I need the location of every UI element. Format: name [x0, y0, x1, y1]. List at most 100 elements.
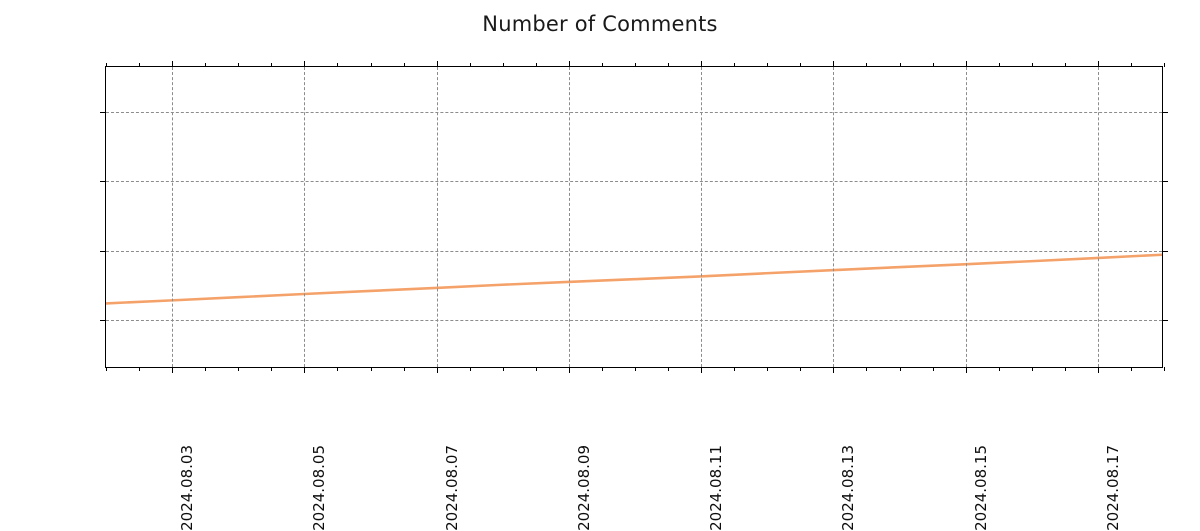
x-minor-tick-bottom [701, 367, 703, 371]
x-minor-tick-top [965, 63, 967, 67]
x-minor-tick-bottom [568, 367, 570, 371]
x-minor-tick-top [1130, 63, 1132, 67]
x-minor-tick-bottom [965, 367, 967, 371]
x-minor-tick-bottom [1031, 367, 1033, 371]
chart-title: Number of Comments [482, 12, 718, 36]
x-minor-tick-bottom [370, 367, 372, 371]
plot-area: 195000002000000020500000210000002024.08.… [100, 61, 1168, 531]
x-minor-tick-bottom [1164, 367, 1165, 371]
x-minor-tick-top [436, 63, 438, 67]
x-minor-tick-bottom [139, 367, 141, 371]
x-minor-tick-top [734, 63, 736, 67]
x-minor-tick-bottom [601, 367, 603, 371]
x-minor-tick-bottom [238, 367, 240, 371]
x-minor-tick-top [833, 63, 835, 67]
y-tick-mark-right [1162, 181, 1168, 183]
x-tick-label: 2024.08.11 [707, 445, 726, 531]
y-tick-mark-right [1162, 250, 1168, 252]
y-gridline [106, 111, 1162, 113]
x-minor-tick-bottom [535, 367, 537, 371]
x-minor-tick-bottom [668, 367, 670, 371]
x-tick-label: 2024.08.03 [178, 445, 197, 531]
x-minor-tick-top [271, 63, 273, 67]
x-gridline [172, 67, 174, 367]
x-gridline [965, 67, 967, 367]
x-minor-tick-bottom [1130, 367, 1132, 371]
x-minor-tick-bottom [833, 367, 835, 371]
y-tick-mark [100, 250, 106, 252]
series-line-number-of-comments [106, 253, 1162, 305]
x-tick-label: 2024.08.05 [310, 445, 329, 531]
x-minor-tick-top [139, 63, 141, 67]
x-minor-tick-top [205, 63, 207, 67]
x-minor-tick-top [701, 63, 703, 67]
x-minor-tick-bottom [271, 367, 273, 371]
x-minor-tick-bottom [469, 367, 471, 371]
x-minor-tick-top [469, 63, 471, 67]
plot-inner [106, 67, 1162, 367]
x-minor-tick-top [502, 63, 504, 67]
x-minor-tick-top [998, 63, 1000, 67]
y-gridline [106, 181, 1162, 183]
x-minor-tick-bottom [436, 367, 438, 371]
x-minor-tick-bottom [106, 367, 107, 371]
chart-figure: Number of Comments 195000002000000020500… [100, 12, 1168, 531]
x-minor-tick-bottom [205, 367, 207, 371]
x-minor-tick-top [1031, 63, 1033, 67]
x-minor-tick-bottom [502, 367, 504, 371]
x-minor-tick-bottom [1064, 367, 1066, 371]
x-minor-tick-top [899, 63, 901, 67]
x-minor-tick-top [304, 63, 306, 67]
x-minor-tick-bottom [337, 367, 339, 371]
x-gridline [304, 67, 306, 367]
x-tick-label: 2024.08.07 [442, 445, 461, 531]
x-minor-tick-bottom [635, 367, 636, 371]
x-minor-tick-top [403, 63, 405, 67]
x-minor-tick-bottom [998, 367, 1000, 371]
x-gridline [701, 67, 703, 367]
x-tick-label: 2024.08.09 [574, 445, 593, 531]
x-minor-tick-top [668, 63, 670, 67]
x-minor-tick-top [932, 63, 934, 67]
x-minor-tick-top [601, 63, 603, 67]
x-tick-label: 2024.08.13 [839, 445, 858, 531]
y-gridline [106, 320, 1162, 322]
x-gridline [568, 67, 570, 367]
y-tick-mark-right [1162, 111, 1168, 113]
x-gridline [436, 67, 438, 367]
x-minor-tick-top [635, 63, 636, 67]
x-minor-tick-top [866, 63, 868, 67]
y-gridline [106, 250, 1162, 252]
x-minor-tick-bottom [172, 367, 174, 371]
x-minor-tick-top [370, 63, 372, 67]
x-minor-tick-top [767, 63, 769, 67]
y-tick-mark [100, 181, 106, 183]
x-minor-tick-top [238, 63, 240, 67]
x-minor-tick-bottom [866, 367, 868, 371]
series-line-chart [106, 253, 1162, 305]
x-minor-tick-bottom [403, 367, 405, 371]
x-minor-tick-bottom [932, 367, 934, 371]
x-minor-tick-top [568, 63, 570, 67]
x-minor-tick-top [1097, 63, 1099, 67]
y-tick-mark [100, 111, 106, 113]
x-minor-tick-top [800, 63, 802, 67]
x-gridline [1097, 67, 1099, 367]
x-minor-tick-bottom [1097, 367, 1099, 371]
x-minor-tick-bottom [899, 367, 901, 371]
x-minor-tick-top [535, 63, 537, 67]
y-tick-mark-right [1162, 320, 1168, 322]
x-minor-tick-top [172, 63, 174, 67]
x-tick-label: 2024.08.15 [971, 445, 990, 531]
x-minor-tick-bottom [304, 367, 306, 371]
x-minor-tick-bottom [800, 367, 802, 371]
x-minor-tick-top [337, 63, 339, 67]
x-minor-tick-top [1164, 63, 1165, 67]
x-minor-tick-top [1064, 63, 1066, 67]
y-tick-mark [100, 320, 106, 322]
x-minor-tick-bottom [734, 367, 736, 371]
x-tick-label: 2024.08.17 [1103, 445, 1122, 531]
x-gridline [833, 67, 835, 367]
x-minor-tick-top [106, 63, 107, 67]
x-minor-tick-bottom [767, 367, 769, 371]
